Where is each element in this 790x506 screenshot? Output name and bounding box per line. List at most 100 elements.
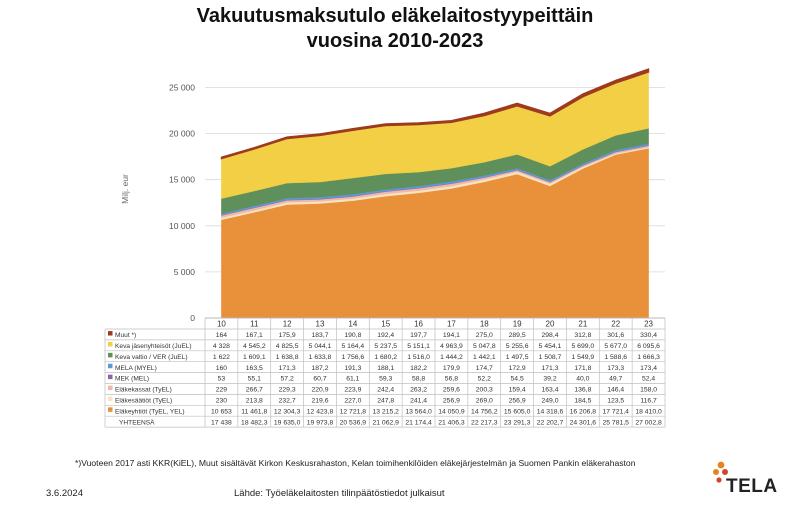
data-label: 220,9 [311,387,328,394]
tela-logo [713,461,728,483]
data-label: 54,5 [511,376,524,383]
chart-subtitle: vuosina 2010-2023 [306,30,484,52]
data-label: 247,8 [377,397,394,404]
x-tick-label: 16 [414,320,423,329]
data-label: 1 680,2 [374,354,397,361]
x-tick-label: 14 [348,320,357,329]
data-label: 171,8 [574,365,591,372]
data-label: 5 044,1 [309,343,332,350]
data-label: 5 151,1 [407,343,430,350]
data-label: 57,2 [281,376,294,383]
data-label: 191,3 [344,365,361,372]
data-label: 312,8 [574,332,591,339]
data-label: 136,8 [574,387,591,394]
data-label: 15 605,0 [504,408,531,415]
data-label: 269,0 [476,397,493,404]
data-label: 263,2 [410,387,427,394]
data-label: 163,5 [246,365,263,372]
data-label: 249,0 [541,397,558,404]
total-value: 22 202,7 [537,419,564,426]
legend-label: Muut *) [115,332,136,339]
legend-swatch [108,396,113,401]
total-value: 19 635,0 [274,419,301,426]
data-label: 171,3 [541,365,558,372]
data-label: 275,0 [476,332,493,339]
logo-text: TELA [726,476,778,497]
legend-swatch [108,374,113,380]
data-label: 4 545,2 [243,343,266,350]
data-label: 1 633,8 [309,354,332,361]
x-tick-label: 22 [611,320,620,329]
data-label: 123,5 [607,397,624,404]
legend-swatch [108,341,113,347]
data-label: 12 721,8 [340,408,367,415]
data-label: 52,4 [642,376,655,383]
data-label: 1 442,1 [473,354,496,361]
total-value: 21 062,9 [372,419,399,426]
total-label: YHTEENSÄ [119,418,155,426]
data-label: 14 756,2 [471,408,498,415]
y-axis-label: Milj. eur [120,174,130,204]
data-label: 1 609,1 [243,354,266,361]
data-label: 5 255,6 [506,343,529,350]
data-label: 298,4 [541,332,558,339]
y-tick-label: 0 [190,313,195,323]
y-tick-label: 15 000 [169,175,195,185]
total-value: 18 482,3 [241,419,268,426]
data-label: 184,5 [574,397,591,404]
logo-dot-4 [716,477,722,483]
data-label: 56,8 [445,376,458,383]
y-tick-label: 25 000 [169,83,195,93]
x-tick-label: 20 [546,320,555,329]
x-tick-label: 21 [578,320,587,329]
data-label: 17 721,4 [602,408,629,415]
data-label: 171,3 [279,365,296,372]
logo-dot-2 [713,469,719,475]
data-label: 190,8 [344,332,361,339]
x-tick-label: 19 [513,320,522,329]
data-label: 256,9 [443,397,460,404]
data-label: 173,3 [607,365,624,372]
data-label: 61,1 [346,376,359,383]
data-label: 192,4 [377,332,394,339]
legend-swatch [108,331,113,336]
legend-swatch [108,385,113,391]
legend-swatch [108,363,113,369]
data-label: 219,6 [311,397,328,404]
data-label: 330,4 [640,332,657,339]
data-label: 146,4 [607,387,624,394]
data-label: 1 588,6 [604,354,627,361]
data-label: 40,0 [576,376,589,383]
y-tick-label: 5 000 [174,267,196,277]
x-tick-label: 18 [480,320,489,329]
data-label: 227,0 [344,397,361,404]
legend-label: MELA (MYEL) [115,365,157,372]
data-label: 242,4 [377,387,394,394]
logo-dot-3 [722,469,728,475]
data-label: 1 666,3 [637,354,660,361]
data-label: 5 237,5 [374,343,397,350]
data-label: 4 328 [213,343,230,350]
data-label: 5 164,4 [342,343,365,350]
total-value: 19 973,8 [307,419,334,426]
data-label: 4 825,5 [276,343,299,350]
data-label: 223,9 [344,387,361,394]
data-label: 49,7 [609,376,622,383]
data-label: 174,7 [476,365,493,372]
data-label: 11 461,8 [241,408,267,415]
data-label: 13 564,0 [405,408,432,415]
total-value: 20 536,9 [340,419,367,426]
x-tick-label: 11 [250,320,259,329]
data-label: 167,1 [246,332,263,339]
data-label: 187,2 [311,365,328,372]
data-label: 13 215,2 [372,408,399,415]
data-label: 194,1 [443,332,460,339]
data-label: 175,9 [279,332,296,339]
total-value: 27 002,8 [635,419,662,426]
data-label: 173,4 [640,365,657,372]
legend-swatch [108,352,113,358]
logo-dot-1 [717,461,725,469]
total-value: 21 406,3 [438,419,465,426]
data-label: 16 206,8 [570,408,597,415]
x-tick-label: 15 [381,320,390,329]
